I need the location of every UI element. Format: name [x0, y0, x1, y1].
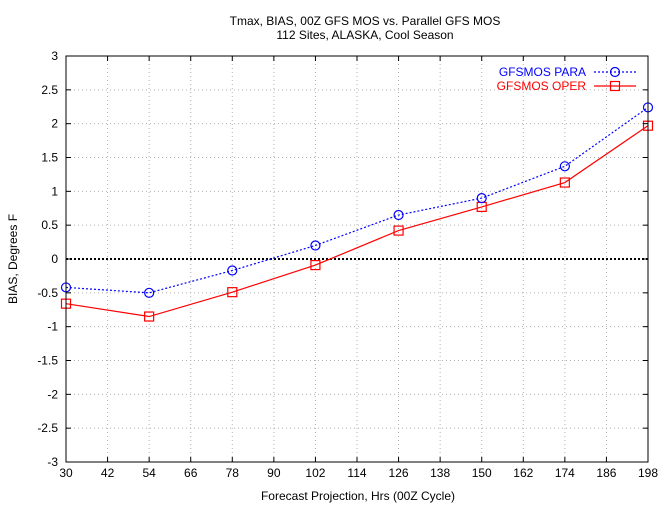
x-tick-label: 54	[142, 466, 156, 480]
series-gfsmos-oper	[60, 120, 654, 322]
data-point	[227, 287, 238, 298]
legend-label: GFSMOS OPER	[497, 79, 587, 93]
data-point	[393, 225, 404, 236]
tick-marks	[65, 55, 649, 463]
x-tick-label: 198	[638, 466, 658, 480]
y-tick-label: 0	[51, 252, 58, 266]
series-layer	[60, 102, 654, 322]
y-tick-label: 0.5	[41, 218, 58, 232]
x-axis-label: Forecast Projection, Hrs (00Z Cycle)	[261, 489, 455, 503]
y-tick-label: -1	[47, 320, 58, 334]
data-point	[393, 209, 404, 221]
y-tick-label: -2.5	[37, 421, 58, 435]
x-tick-label: 30	[59, 466, 73, 480]
grid	[66, 56, 648, 462]
x-tick-label: 126	[389, 466, 409, 480]
chart-title: Tmax, BIAS, 00Z GFS MOS vs. Parallel GFS…	[230, 14, 501, 28]
y-tick-label: -0.5	[37, 286, 58, 300]
x-tick-label: 114	[347, 466, 366, 480]
y-tick-labels: -3 -2.5 -2 -1.5 -1 -0.5 0 0.5 1 1.5 2 2.5 3	[37, 49, 58, 469]
y-tick-label: 1.5	[41, 151, 58, 165]
legend-label: GFSMOS PARA	[499, 65, 586, 79]
y-tick-label: 1	[51, 184, 58, 198]
legend-marker	[609, 80, 621, 92]
y-tick-label: -1.5	[37, 354, 58, 368]
x-tick-label: 162	[513, 466, 533, 480]
y-axis-label: BIAS, Degrees F	[6, 214, 20, 304]
x-tick-label: 66	[184, 466, 198, 480]
x-tick-labels: 30 42 54 66 78 90 102 114 126 138 150 162 174 186 198	[59, 466, 658, 480]
y-tick-label: 2.5	[41, 83, 58, 97]
y-tick-label: 2	[51, 117, 58, 131]
series-line	[65, 125, 649, 318]
x-tick-label: 138	[430, 466, 450, 480]
y-tick-label: -3	[47, 455, 58, 469]
data-point	[559, 177, 570, 188]
y-tick-label: -2	[47, 387, 58, 401]
x-tick-label: 150	[472, 466, 492, 480]
data-point	[476, 193, 487, 204]
x-tick-label: 174	[555, 466, 575, 480]
data-point	[559, 161, 570, 172]
y-tick-label: 3	[51, 49, 58, 63]
x-tick-label: 42	[101, 466, 115, 480]
data-point	[227, 265, 238, 276]
data-point	[310, 259, 321, 271]
data-point	[144, 287, 155, 298]
data-point	[144, 311, 155, 322]
series-line	[65, 106, 649, 294]
x-tick-label: 78	[226, 466, 240, 480]
legend-marker	[609, 66, 621, 78]
x-tick-label: 186	[596, 466, 616, 480]
data-point	[310, 240, 321, 251]
x-tick-label: 102	[305, 466, 325, 480]
chart-subtitle: 112 Sites, ALASKA, Cool Season	[276, 28, 453, 42]
x-tick-label: 90	[267, 466, 281, 480]
